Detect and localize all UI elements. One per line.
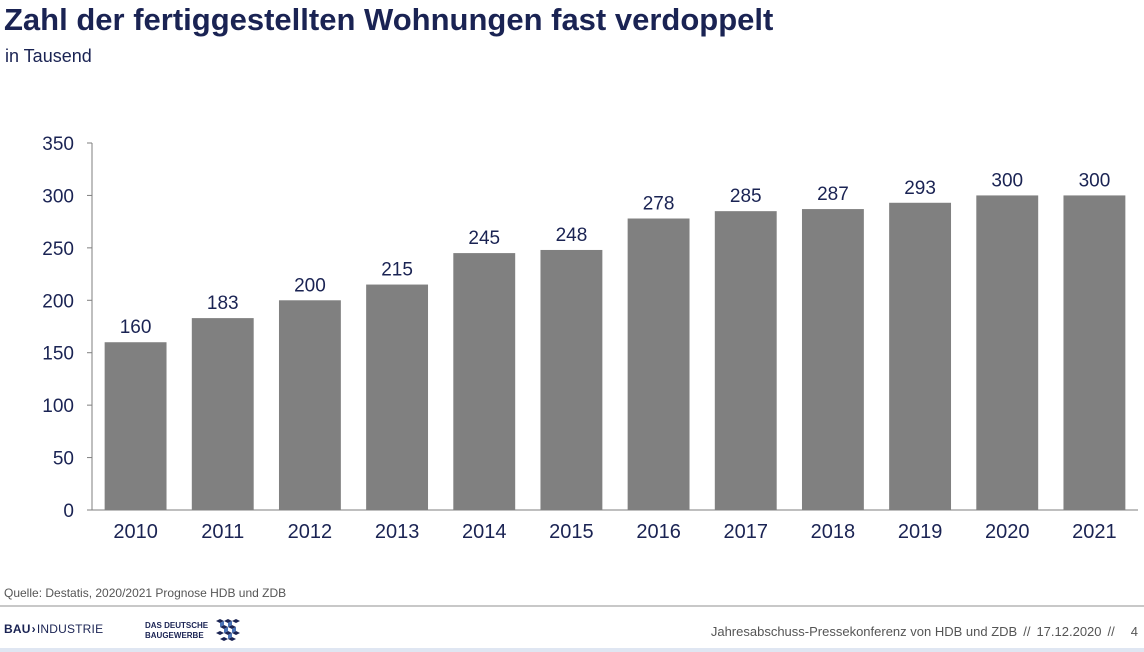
x-tick-label: 2015 bbox=[549, 521, 594, 543]
x-tick-label: 2020 bbox=[985, 521, 1030, 543]
cubes-logo-icon bbox=[216, 619, 241, 641]
bar-value-label: 293 bbox=[904, 178, 936, 199]
x-tick-label: 2014 bbox=[462, 521, 507, 543]
logo-bau-part1: BAU bbox=[4, 622, 31, 636]
bar bbox=[278, 300, 341, 510]
bar bbox=[191, 318, 254, 510]
page-title: Zahl der fertiggestellten Wohnungen fast… bbox=[4, 2, 774, 37]
y-tick-label: 300 bbox=[42, 186, 74, 207]
y-tick-label: 0 bbox=[63, 501, 74, 522]
y-tick-label: 100 bbox=[42, 396, 74, 417]
x-tick-label: 2012 bbox=[288, 521, 333, 543]
bar-value-label: 248 bbox=[556, 225, 588, 246]
bar bbox=[801, 209, 864, 510]
bar bbox=[453, 253, 516, 510]
bar bbox=[627, 218, 690, 511]
bar-value-label: 183 bbox=[207, 293, 239, 314]
footer-separator: // bbox=[1023, 624, 1031, 639]
page-number: 4 bbox=[1130, 624, 1138, 639]
y-tick-label: 250 bbox=[42, 239, 74, 260]
bar-value-label: 200 bbox=[294, 275, 326, 296]
footer-date: 17.12.2020 bbox=[1036, 624, 1102, 639]
footer-divider bbox=[0, 605, 1144, 607]
y-tick-label: 150 bbox=[42, 344, 74, 365]
bar-value-label: 215 bbox=[381, 260, 413, 281]
bar bbox=[714, 211, 777, 510]
bar-value-label: 287 bbox=[817, 184, 849, 205]
bar-value-label: 160 bbox=[120, 317, 152, 338]
x-tick-label: 2017 bbox=[724, 521, 769, 543]
y-tick-label: 50 bbox=[53, 449, 74, 470]
x-tick-label: 2019 bbox=[898, 521, 943, 543]
bar-value-label: 300 bbox=[991, 170, 1023, 191]
x-tick-label: 2013 bbox=[375, 521, 420, 543]
logo-chevron-icon: › bbox=[31, 622, 36, 636]
footer-meta: Jahresabschuss-Pressekonferenz von HDB u… bbox=[711, 624, 1138, 639]
bar-value-label: 278 bbox=[643, 193, 675, 214]
bar bbox=[1063, 195, 1126, 510]
x-tick-label: 2010 bbox=[113, 521, 158, 543]
source-note: Quelle: Destatis, 2020/2021 Prognose HDB… bbox=[4, 586, 287, 600]
x-tick-label: 2016 bbox=[636, 521, 681, 543]
zdb-logo-line2: BAUGEWERBE bbox=[145, 631, 204, 640]
page-subtitle: in Tausend bbox=[5, 46, 92, 66]
zdb-logo-text: DAS DEUTSCHE BAUGEWERBE bbox=[145, 621, 208, 641]
zdb-logo-line1: DAS DEUTSCHE bbox=[145, 621, 209, 630]
footer-event: Jahresabschuss-Pressekonferenz von HDB u… bbox=[710, 624, 1018, 639]
bar-value-label: 245 bbox=[468, 228, 500, 249]
footer-band bbox=[0, 648, 1144, 652]
bar bbox=[889, 202, 952, 511]
bar-value-label: 285 bbox=[730, 186, 762, 207]
bar bbox=[540, 249, 603, 510]
x-tick-label: 2018 bbox=[811, 521, 856, 543]
y-tick-label: 200 bbox=[42, 291, 74, 312]
bar bbox=[104, 342, 167, 510]
bauindustrie-logo: BAU›INDUSTRIE bbox=[4, 622, 103, 636]
y-tick-label: 350 bbox=[42, 134, 74, 155]
footer-separator: // bbox=[1107, 624, 1115, 639]
bar bbox=[976, 195, 1039, 510]
bar-chart: 0 50 100 150 200 250 300 350 160 2010 183 2011 200 20… bbox=[42, 134, 1138, 543]
logo-bau-part2: INDUSTRIE bbox=[36, 622, 104, 636]
zdb-logo: DAS DEUTSCHE BAUGEWERBE bbox=[145, 617, 244, 645]
bar bbox=[366, 284, 429, 510]
bar-value-label: 300 bbox=[1079, 170, 1111, 191]
x-tick-label: 2011 bbox=[201, 521, 244, 543]
x-tick-label: 2021 bbox=[1072, 521, 1117, 543]
